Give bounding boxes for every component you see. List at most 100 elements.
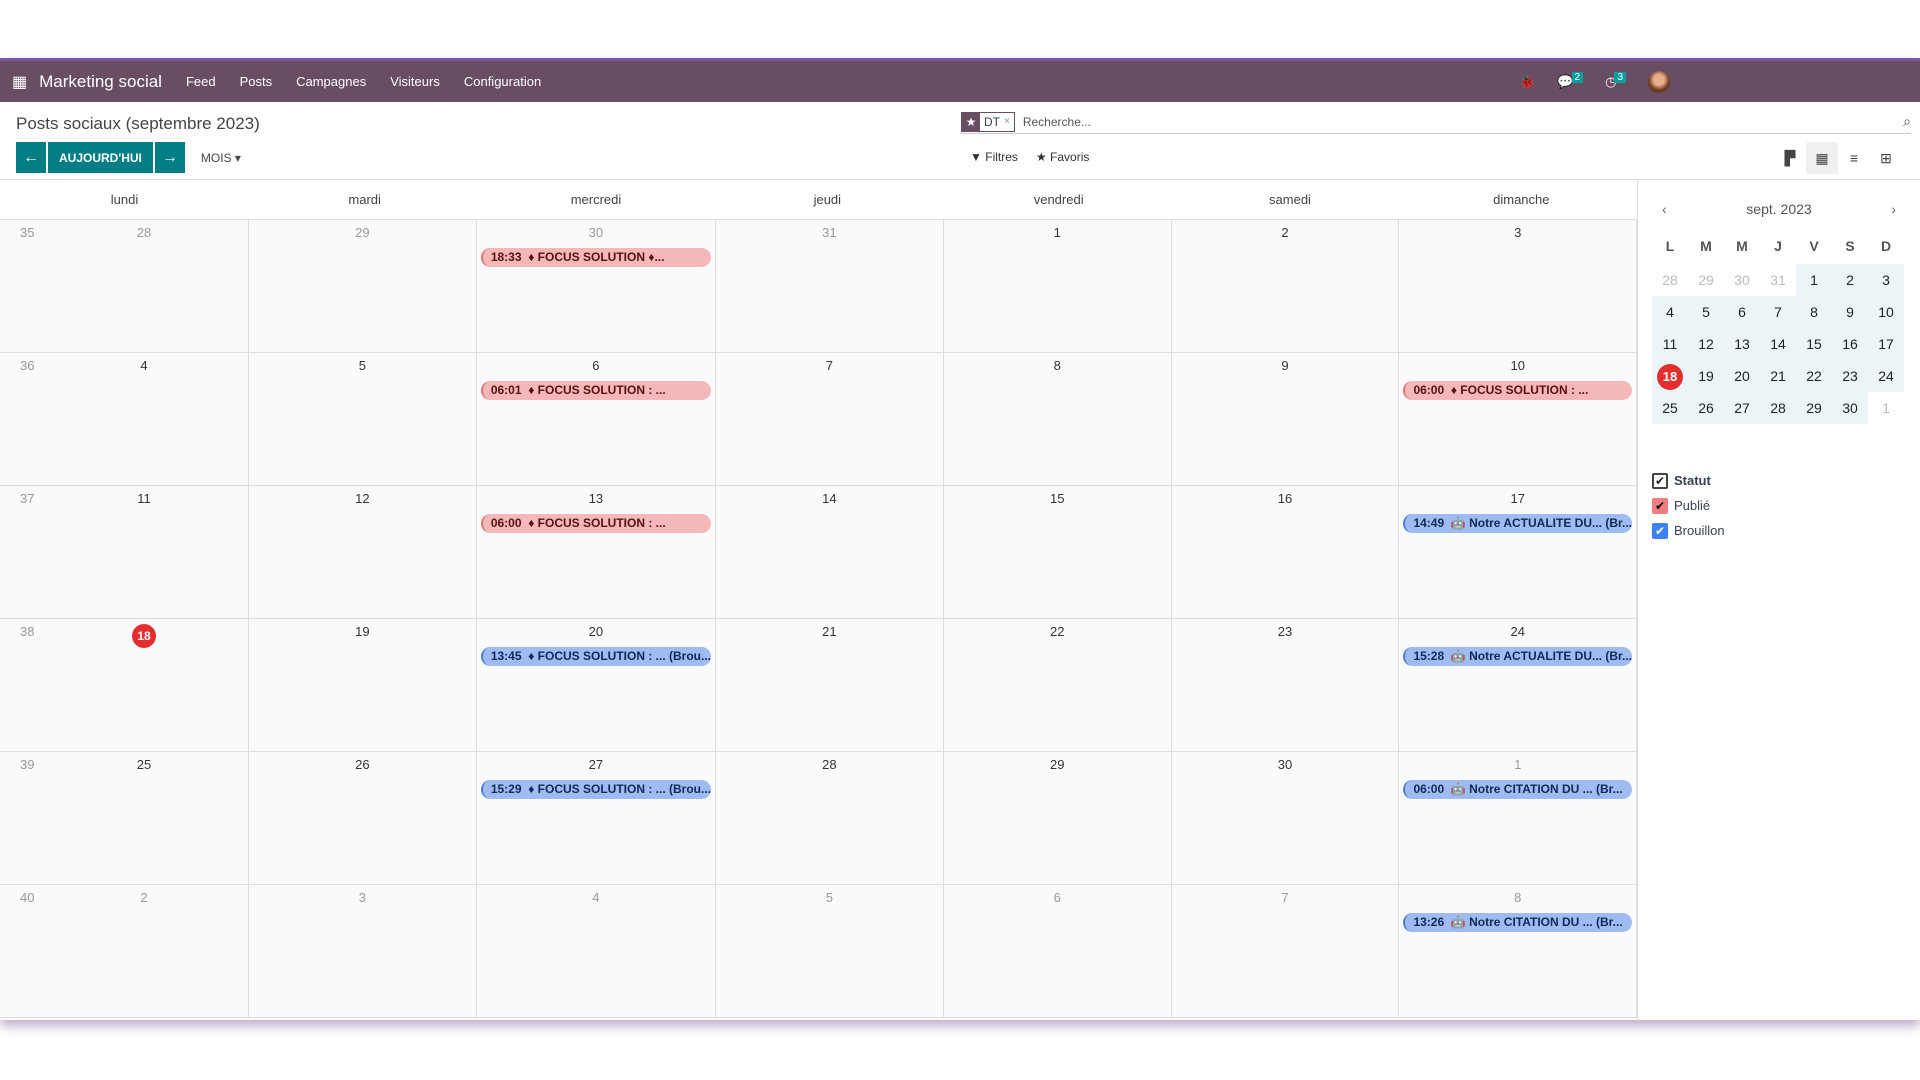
calendar-event[interactable]: 13:26 🤖 Notre CITATION DU ... (Br... xyxy=(1403,913,1632,932)
mini-day[interactable]: 28 xyxy=(1662,272,1678,288)
mini-day[interactable]: 10 xyxy=(1868,296,1904,328)
next-button[interactable]: → xyxy=(154,142,185,173)
day-cell[interactable]: 5 xyxy=(715,885,944,1018)
mini-day[interactable]: 6 xyxy=(1724,296,1760,328)
activities-button[interactable]: ◷3 xyxy=(1605,71,1626,90)
mini-day[interactable]: 27 xyxy=(1724,392,1760,424)
day-cell[interactable]: 15 xyxy=(943,486,1172,619)
day-cell[interactable]: 8 13:26 🤖 Notre CITATION DU ... (Br... xyxy=(1399,885,1637,1018)
mini-day[interactable]: 8 xyxy=(1796,296,1832,328)
messages-button[interactable]: 💬2 xyxy=(1557,71,1584,90)
mini-day[interactable]: 17 xyxy=(1868,328,1904,360)
day-cell[interactable]: 3 xyxy=(1399,220,1637,353)
mini-day[interactable]: 29 xyxy=(1796,392,1832,424)
day-cell[interactable]: 26 xyxy=(249,752,477,885)
mini-day[interactable]: 7 xyxy=(1760,296,1796,328)
day-cell[interactable]: 13 06:00 ♦ FOCUS SOLUTION : ... xyxy=(476,486,716,619)
day-cell[interactable]: 40 2 xyxy=(0,885,249,1018)
calendar-event[interactable]: 15:28 🤖 Notre ACTUALITE DU... (Br... xyxy=(1403,647,1632,666)
filter-header[interactable]: ✔ Statut xyxy=(1652,468,1906,493)
day-cell[interactable]: 29 xyxy=(943,752,1172,885)
mini-day[interactable]: 15 xyxy=(1796,328,1832,360)
calendar-event[interactable]: 06:00 ♦ FOCUS SOLUTION : ... xyxy=(480,514,711,533)
mini-day[interactable]: 19 xyxy=(1688,360,1724,392)
day-cell[interactable]: 30 18:33 ♦ FOCUS SOLUTION ♦... xyxy=(476,220,716,353)
day-cell[interactable]: 17 14:49 🤖 Notre ACTUALITE DU... (Br... xyxy=(1399,486,1637,619)
today-button[interactable]: AUJOURD'HUI xyxy=(48,142,153,173)
day-cell[interactable]: 20 13:45 ♦ FOCUS SOLUTION : ... (Brou... xyxy=(476,619,716,752)
apps-menu-icon[interactable]: ▦ xyxy=(12,73,27,91)
day-cell[interactable]: 6 xyxy=(943,885,1172,1018)
mini-day[interactable]: 13 xyxy=(1724,328,1760,360)
filter-publie[interactable]: ✔ Publié xyxy=(1652,493,1906,518)
previous-button[interactable]: ← xyxy=(16,142,46,173)
mini-day[interactable]: 28 xyxy=(1760,392,1796,424)
mini-day[interactable]: 25 xyxy=(1652,392,1688,424)
mini-day[interactable]: 23 xyxy=(1832,360,1868,392)
mini-next-icon[interactable]: › xyxy=(1891,201,1896,217)
mini-day[interactable]: 30 xyxy=(1832,392,1868,424)
mini-day[interactable]: 31 xyxy=(1770,272,1786,288)
scale-dropdown[interactable]: MOIS ▾ xyxy=(201,151,241,165)
mini-day[interactable]: 11 xyxy=(1652,328,1688,360)
mini-day[interactable]: 20 xyxy=(1724,360,1760,392)
day-cell[interactable]: 2 xyxy=(1171,220,1400,353)
calendar-event[interactable]: 06:00 🤖 Notre CITATION DU ... (Br... xyxy=(1403,780,1632,799)
calendar-event[interactable]: 06:01 ♦ FOCUS SOLUTION : ... xyxy=(480,381,711,400)
mini-day[interactable]: 5 xyxy=(1688,296,1724,328)
user-avatar[interactable] xyxy=(1648,70,1670,93)
mini-day[interactable]: 1 xyxy=(1882,400,1890,416)
favorites-button[interactable]: ★ Favoris xyxy=(1036,150,1089,164)
mini-day[interactable]: 2 xyxy=(1832,264,1868,296)
mini-prev-icon[interactable]: ‹ xyxy=(1662,201,1667,217)
day-cell[interactable]: 23 xyxy=(1171,619,1400,752)
menu-visiteurs[interactable]: Visiteurs xyxy=(390,74,440,89)
day-cell[interactable]: 29 xyxy=(249,220,477,353)
calendar-event[interactable]: 15:29 ♦ FOCUS SOLUTION : ... (Brou... xyxy=(480,780,711,799)
search-facet[interactable]: ★ DT × xyxy=(961,111,1015,132)
search-icon[interactable]: ⌕ xyxy=(1903,113,1911,129)
day-cell[interactable]: 7 xyxy=(1171,885,1400,1018)
mini-day[interactable]: 1 xyxy=(1796,264,1832,296)
calendar-event[interactable]: 14:49 🤖 Notre ACTUALITE DU... (Br... xyxy=(1403,514,1632,533)
view-pivot-icon[interactable]: ⊞ xyxy=(1880,149,1892,166)
view-kanban-icon[interactable]: ▛ xyxy=(1784,149,1796,166)
day-cell[interactable]: 24 15:28 🤖 Notre ACTUALITE DU... (Br... xyxy=(1399,619,1637,752)
debug-bug-icon[interactable]: 🐞 xyxy=(1519,73,1536,89)
mini-day[interactable]: 22 xyxy=(1796,360,1832,392)
menu-feed[interactable]: Feed xyxy=(185,74,216,89)
mini-day[interactable]: 14 xyxy=(1760,328,1796,360)
day-cell[interactable]: 12 xyxy=(249,486,477,619)
view-list-icon[interactable]: ≡ xyxy=(1849,150,1859,166)
calendar-event[interactable]: 06:00 ♦ FOCUS SOLUTION : ... xyxy=(1403,381,1632,400)
day-cell[interactable]: 36 4 xyxy=(0,353,249,486)
search-input[interactable]: Recherche... xyxy=(1022,114,1091,129)
day-cell[interactable]: 14 xyxy=(715,486,944,619)
day-cell[interactable]: 8 xyxy=(943,353,1172,486)
day-cell[interactable]: 21 xyxy=(715,619,944,752)
calendar-event[interactable]: 18:33 ♦ FOCUS SOLUTION ♦... xyxy=(480,248,711,267)
calendar-event[interactable]: 13:45 ♦ FOCUS SOLUTION : ... (Brou... xyxy=(480,647,711,666)
menu-campagnes[interactable]: Campagnes xyxy=(296,74,367,89)
mini-day[interactable]: 3 xyxy=(1868,264,1904,296)
mini-day[interactable]: 12 xyxy=(1688,328,1724,360)
menu-posts[interactable]: Posts xyxy=(239,74,273,89)
day-cell[interactable]: 30 xyxy=(1171,752,1400,885)
mini-day[interactable]: 26 xyxy=(1688,392,1724,424)
mini-day[interactable]: 9 xyxy=(1832,296,1868,328)
day-cell[interactable]: 35 28 xyxy=(0,220,249,353)
mini-day[interactable]: 30 xyxy=(1734,272,1750,288)
day-cell[interactable]: 38 18 xyxy=(0,619,249,752)
app-name[interactable]: Marketing social xyxy=(39,71,162,91)
mini-day[interactable]: 4 xyxy=(1652,296,1688,328)
day-cell[interactable]: 5 xyxy=(249,353,477,486)
mini-day[interactable]: 21 xyxy=(1760,360,1796,392)
day-cell[interactable]: 6 06:01 ♦ FOCUS SOLUTION : ... xyxy=(476,353,716,486)
mini-day[interactable]: 24 xyxy=(1868,360,1904,392)
day-cell[interactable]: 28 xyxy=(715,752,944,885)
filters-button[interactable]: ▼ Filtres xyxy=(970,150,1018,164)
day-cell[interactable]: 4 xyxy=(476,885,716,1018)
day-cell[interactable]: 22 xyxy=(943,619,1172,752)
day-cell[interactable]: 10 06:00 ♦ FOCUS SOLUTION : ... xyxy=(1399,353,1637,486)
day-cell[interactable]: 1 06:00 🤖 Notre CITATION DU ... (Br... xyxy=(1399,752,1637,885)
